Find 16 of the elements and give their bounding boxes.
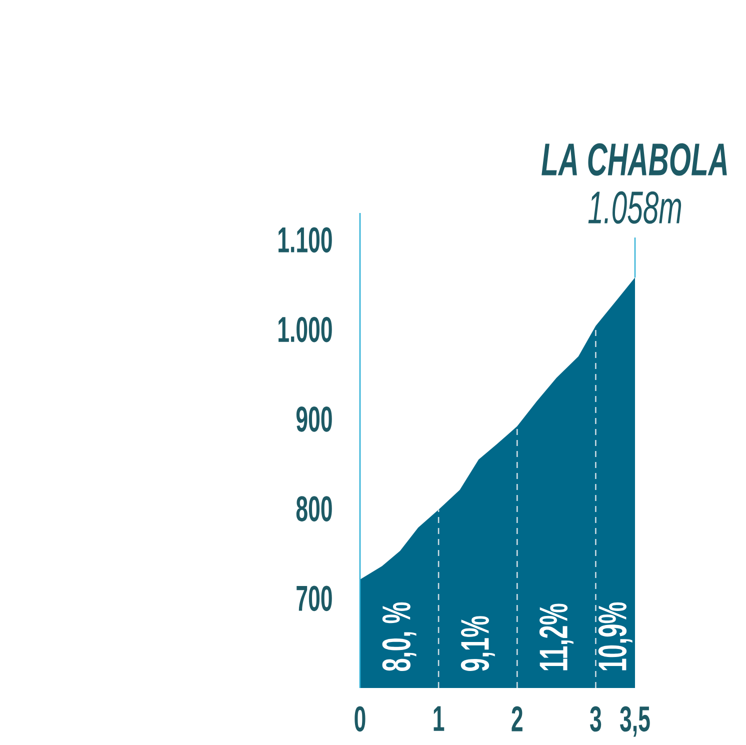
x-tick-label: 3,5 <box>620 706 650 737</box>
y-tick-label: 700 <box>296 586 332 612</box>
annotation: 1.058m <box>588 191 682 224</box>
annotation: 11,2% <box>539 604 574 670</box>
annotation: LA CHABOLA <box>542 143 727 176</box>
y-tick-label: 1.100 <box>278 227 332 253</box>
annotation: 9,1% <box>460 616 495 671</box>
annotation: 8,0, % <box>382 602 416 672</box>
x-tick-label: 0 <box>354 706 366 732</box>
y-tick-label: 1.000 <box>278 316 332 342</box>
y-tick-label: 900 <box>296 406 332 432</box>
x-tick-label: 3 <box>590 706 602 732</box>
x-tick-label: 2 <box>512 706 522 732</box>
y-tick-label: 800 <box>296 496 332 522</box>
annotation: 10,9% <box>598 602 632 670</box>
x-tick-label: 1 <box>434 706 444 731</box>
